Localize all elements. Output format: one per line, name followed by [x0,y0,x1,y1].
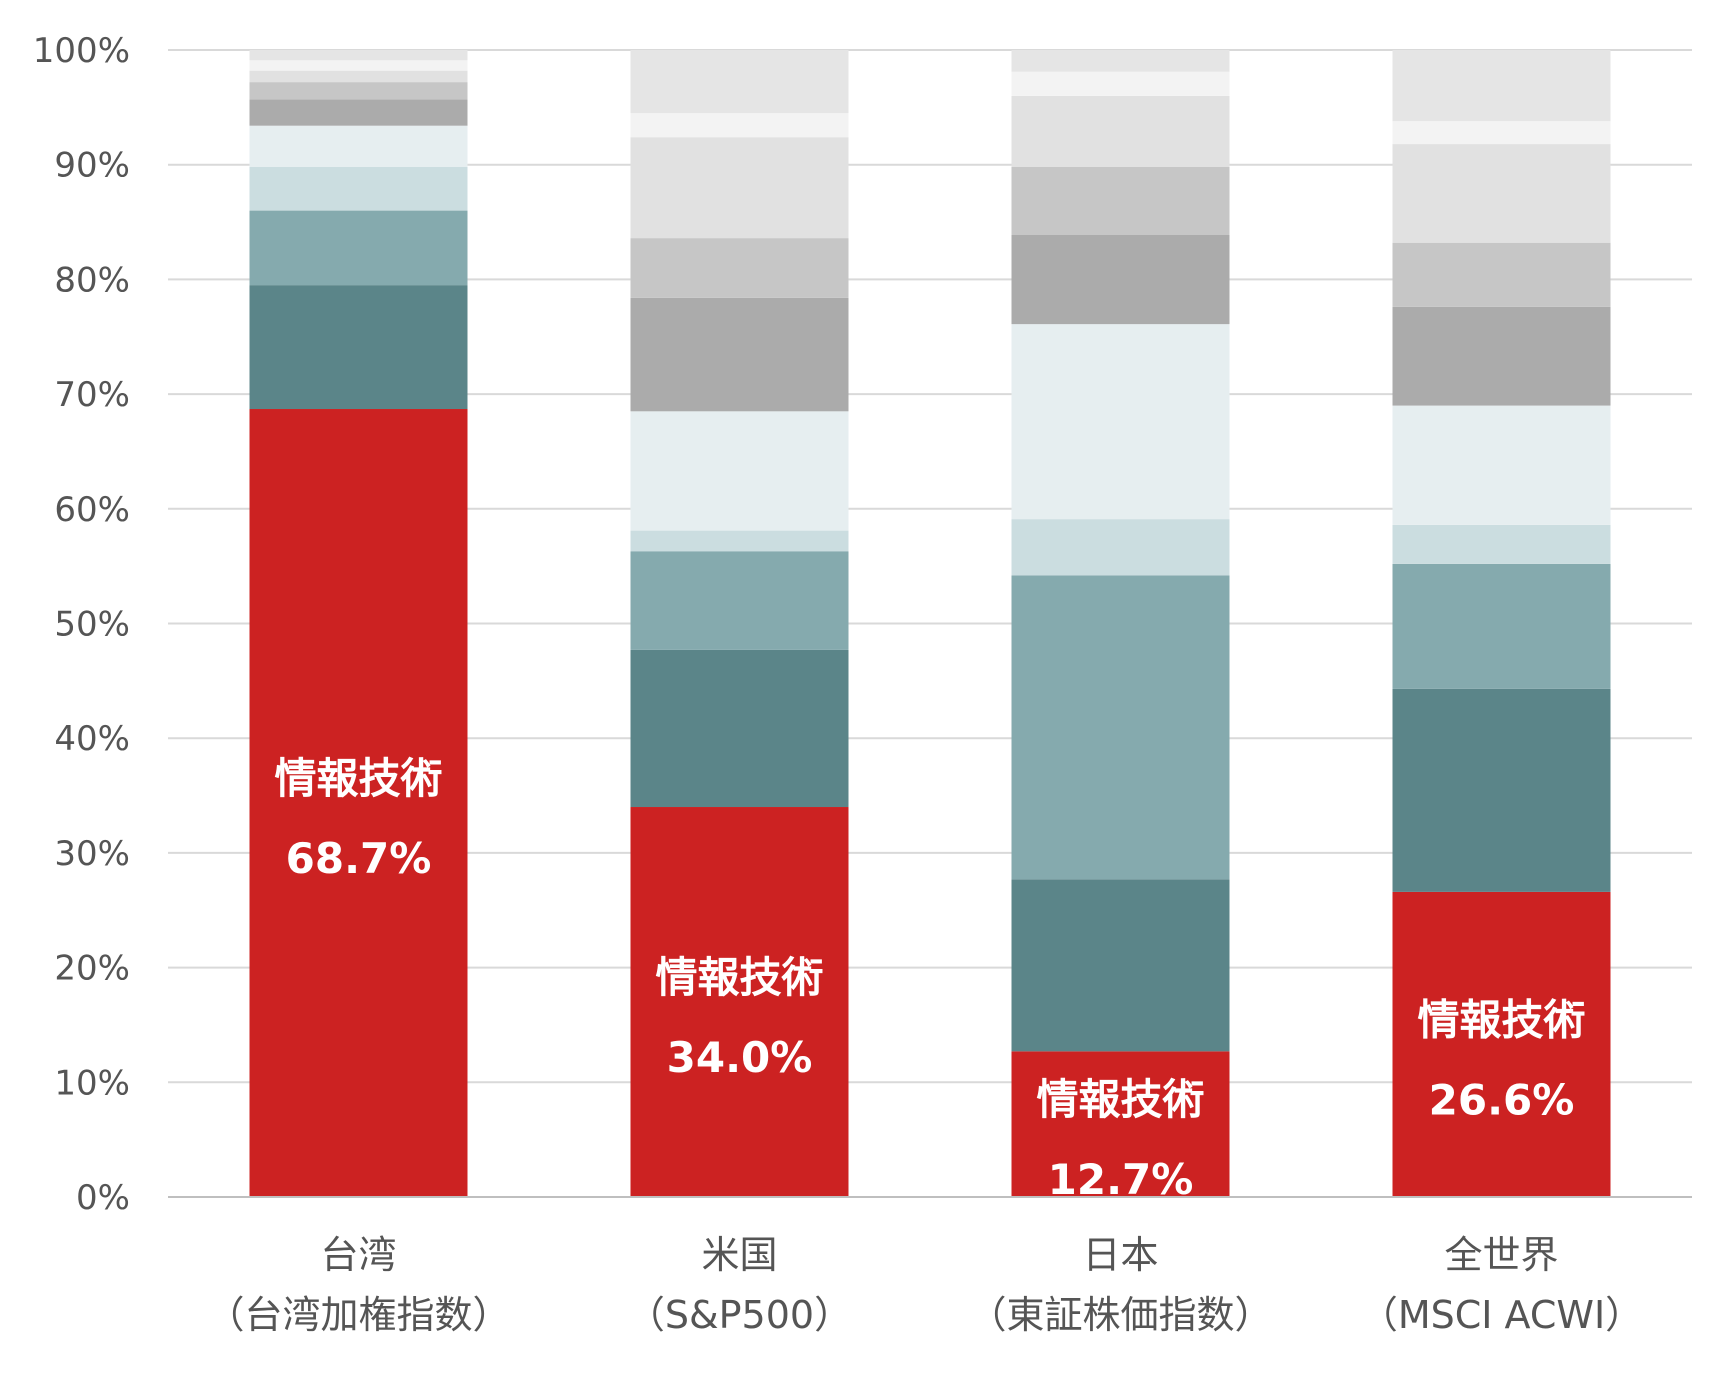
y-tick-label: 20% [54,949,130,989]
category-label: 日本 [1082,1233,1158,1277]
data-label-value: 68.7% [286,834,432,883]
bar-segment [1392,405,1611,525]
bar-segment [630,807,849,1197]
bar-segment [1011,234,1230,325]
category-labels: 台湾 （台湾加権指数） 米国 （S&P500） 日本 （東証株価指数） 全世界 （MSCI A… [206,1233,1643,1337]
bar-segment [630,297,849,412]
data-label-value: 26.6% [1429,1075,1575,1124]
data-label-value: 34.0% [667,1033,813,1082]
category-sublabel: （S&P500） [627,1293,852,1337]
y-tick-label: 40% [54,719,130,759]
bar-segment [249,409,468,1197]
bar-segment [249,82,468,100]
bar-segment [1392,306,1611,406]
y-tick-label: 100% [33,31,130,71]
bar-segment [249,60,468,71]
bar-segment [1392,121,1611,145]
category-label: 全世界 [1444,1233,1558,1277]
y-tick-label: 50% [54,605,130,645]
data-label-name: 情報技術 [655,953,823,1002]
bar-stack [249,50,468,1197]
data-label-name: 情報技術 [274,754,442,803]
bar-segment [1011,1051,1230,1197]
y-tick-label: 70% [54,375,130,415]
bar-segment [249,99,468,126]
bar-segment [630,551,849,650]
data-labels: 情報技術 68.7% 情報技術 34.0% 情報技術 12.7% 情報技術 26.6% [274,754,1585,1204]
bar-segment [1011,575,1230,880]
bar-segment [630,113,849,138]
bar-segment [249,285,468,410]
bar-segment [630,137,849,239]
bar-segment [1392,144,1611,243]
bar-segment [1011,324,1230,520]
y-tick-label: 60% [54,490,130,530]
category-label: 台湾 [320,1233,396,1277]
y-tick-label: 0% [76,1178,130,1218]
bar-stack [1011,50,1230,1197]
bar-segment [1011,71,1230,96]
y-axis-tick-labels: 0% 10% 20% 30% 40% 50% 60% 70% 80% 90% 100% [33,31,130,1218]
bar-segment [249,70,468,83]
bars [249,50,1611,1197]
bar-segment [1011,166,1230,235]
data-label-value: 12.7% [1048,1155,1194,1204]
bar-segment [630,50,849,114]
bar-segment [1011,95,1230,167]
bar-stack [630,50,849,1197]
bar-segment [1392,524,1611,564]
bar-segment [249,166,468,211]
category-label: 米国 [701,1233,777,1277]
bar-segment [1392,563,1611,689]
bar-stack [1392,50,1611,1197]
bar-segment [1011,879,1230,1052]
bar-segment [630,649,849,808]
bar-segment [1392,50,1611,122]
bar-segment [1011,519,1230,576]
data-label-name: 情報技術 [1417,995,1585,1044]
bar-segment [249,50,468,61]
data-label-name: 情報技術 [1036,1075,1204,1124]
bar-segment [1392,242,1611,307]
category-sublabel: （東証株価指数） [968,1293,1272,1337]
bar-segment [630,530,849,552]
bar-segment [630,411,849,531]
bar-segment [630,238,849,298]
bar-segment [1392,891,1611,1197]
bar-segment [249,125,468,167]
bar-segment [249,210,468,286]
y-tick-label: 80% [54,260,130,300]
category-sublabel: （MSCI ACWI） [1360,1293,1643,1337]
y-tick-label: 10% [54,1063,130,1103]
y-tick-label: 30% [54,834,130,874]
bar-segment [1392,688,1611,892]
bar-segment [1011,50,1230,72]
y-tick-label: 90% [54,146,130,186]
category-sublabel: （台湾加権指数） [206,1293,510,1337]
